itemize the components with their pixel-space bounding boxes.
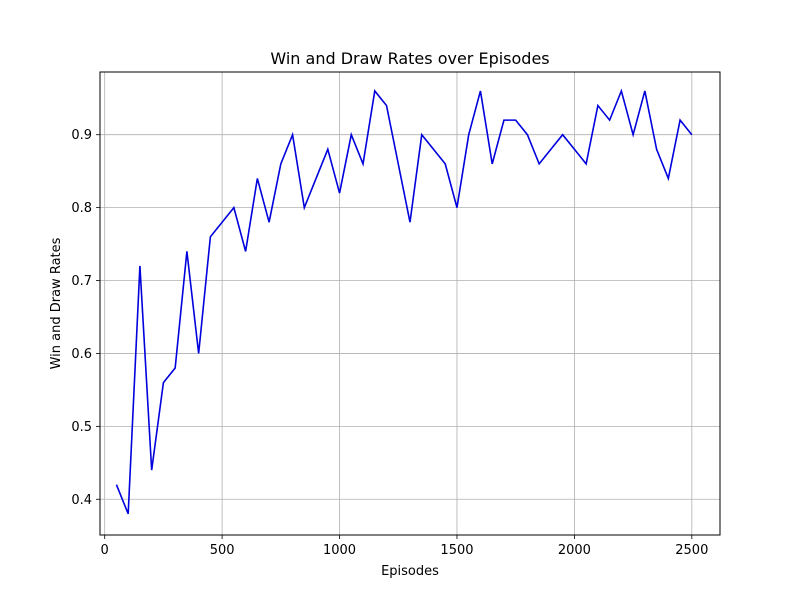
x-tick-label: 500 bbox=[210, 543, 235, 558]
y-tick-label: 0.8 bbox=[71, 201, 92, 216]
y-tick-label: 0.5 bbox=[71, 420, 92, 435]
ticks: 0 500 1000 1500 2000 2500 0.4 0.5 0.6 0.7 0.8 0.9 bbox=[71, 128, 708, 558]
series-line bbox=[115, 88, 693, 515]
series-layer bbox=[115, 88, 693, 515]
y-tick-label: 0.4 bbox=[71, 493, 92, 508]
x-axis-title: Episodes bbox=[381, 564, 439, 579]
x-tick-label: 0 bbox=[101, 543, 109, 558]
grid bbox=[100, 72, 720, 535]
plot-frame bbox=[99, 71, 721, 536]
x-tick-label: 1000 bbox=[323, 543, 356, 558]
chart-title: Win and Draw Rates over Episodes bbox=[270, 49, 549, 68]
x-tick-label: 2500 bbox=[675, 543, 708, 558]
y-tick-label: 0.6 bbox=[71, 347, 92, 362]
y-tick-label: 0.9 bbox=[71, 128, 92, 143]
x-tick-label: 2000 bbox=[558, 543, 591, 558]
y-tick-label: 0.7 bbox=[71, 274, 92, 289]
x-tick-label: 1500 bbox=[440, 543, 473, 558]
y-axis-title: Win and Draw Rates bbox=[49, 237, 64, 369]
